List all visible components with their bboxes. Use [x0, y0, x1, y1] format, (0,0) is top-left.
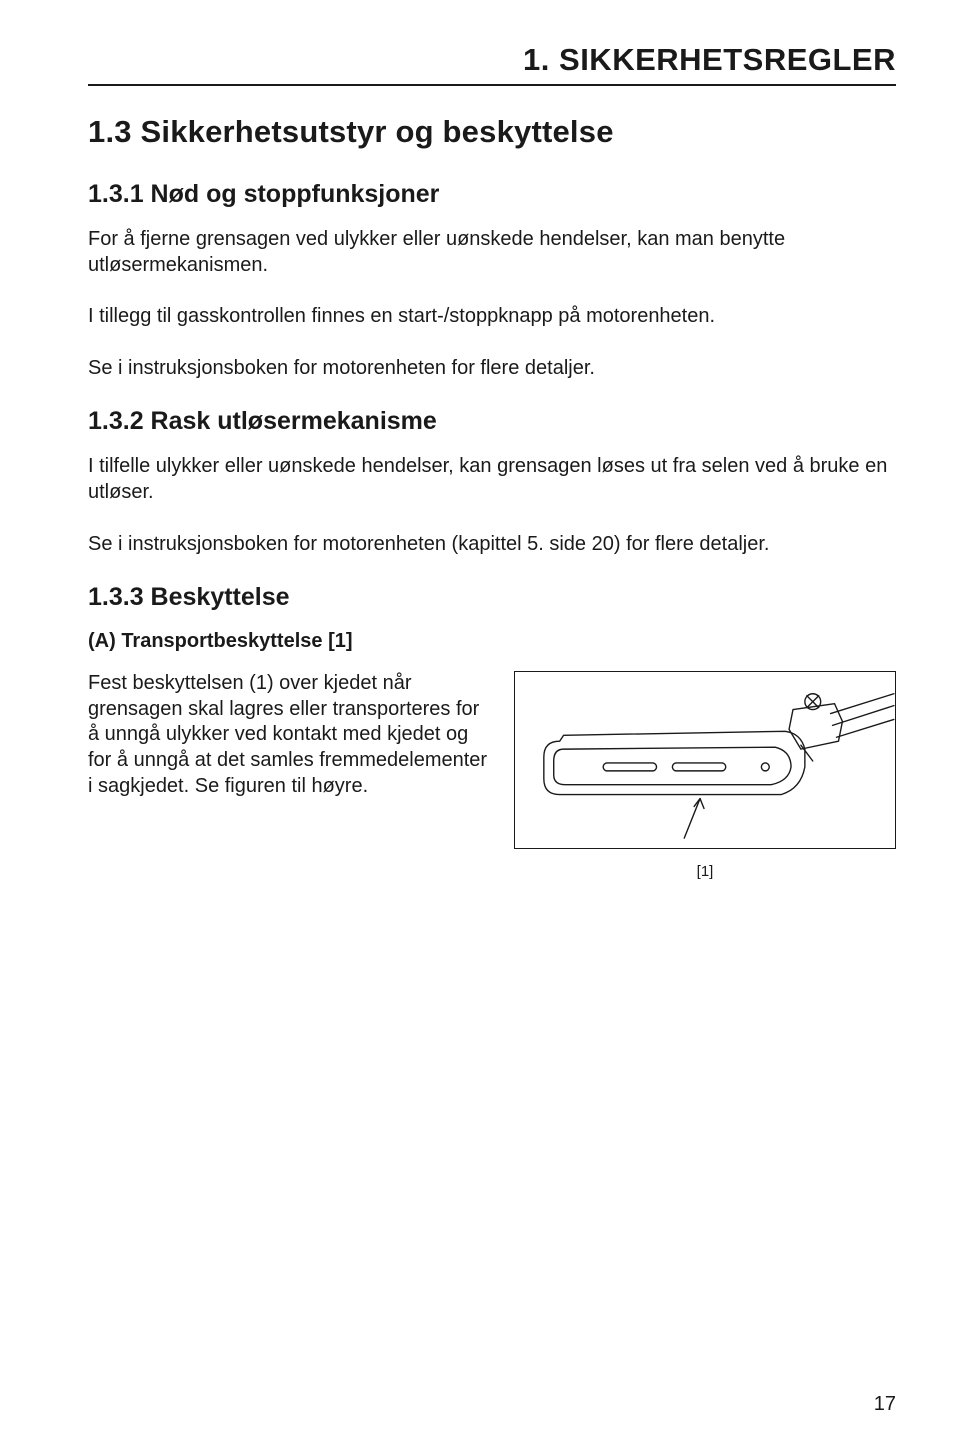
- paragraph: Fest beskyttelsen (1) over kjedet når gr…: [88, 671, 492, 799]
- figure-transport-guard: [514, 671, 896, 849]
- paragraph: For å fjerne grensagen ved ulykker eller…: [88, 227, 896, 278]
- paragraph: Se i instruksjonsboken for motorenheten …: [88, 532, 896, 558]
- subsection-title-1-3-1: 1.3.1 Nød og stoppfunksjoner: [88, 180, 896, 209]
- subsection-title-1-3-2: 1.3.2 Rask utløsermekanisme: [88, 407, 896, 436]
- sub-heading-a: (A) Transportbeskyttelse [1]: [88, 630, 896, 653]
- section-title-1-3: 1.3 Sikkerhetsutstyr og beskyttelse: [88, 114, 896, 150]
- chapter-title: 1. SIKKERHETSREGLER: [88, 42, 896, 86]
- subsection-title-1-3-3: 1.3.3 Beskyttelse: [88, 583, 896, 612]
- chainsaw-guard-icon: [515, 672, 895, 848]
- page-number: 17: [874, 1393, 896, 1416]
- figure-caption: [1]: [514, 863, 896, 880]
- paragraph: I tilfelle ulykker eller uønskede hendel…: [88, 454, 896, 505]
- paragraph: I tillegg til gasskontrollen finnes en s…: [88, 304, 896, 330]
- paragraph: Se i instruksjonsboken for motorenheten …: [88, 356, 896, 382]
